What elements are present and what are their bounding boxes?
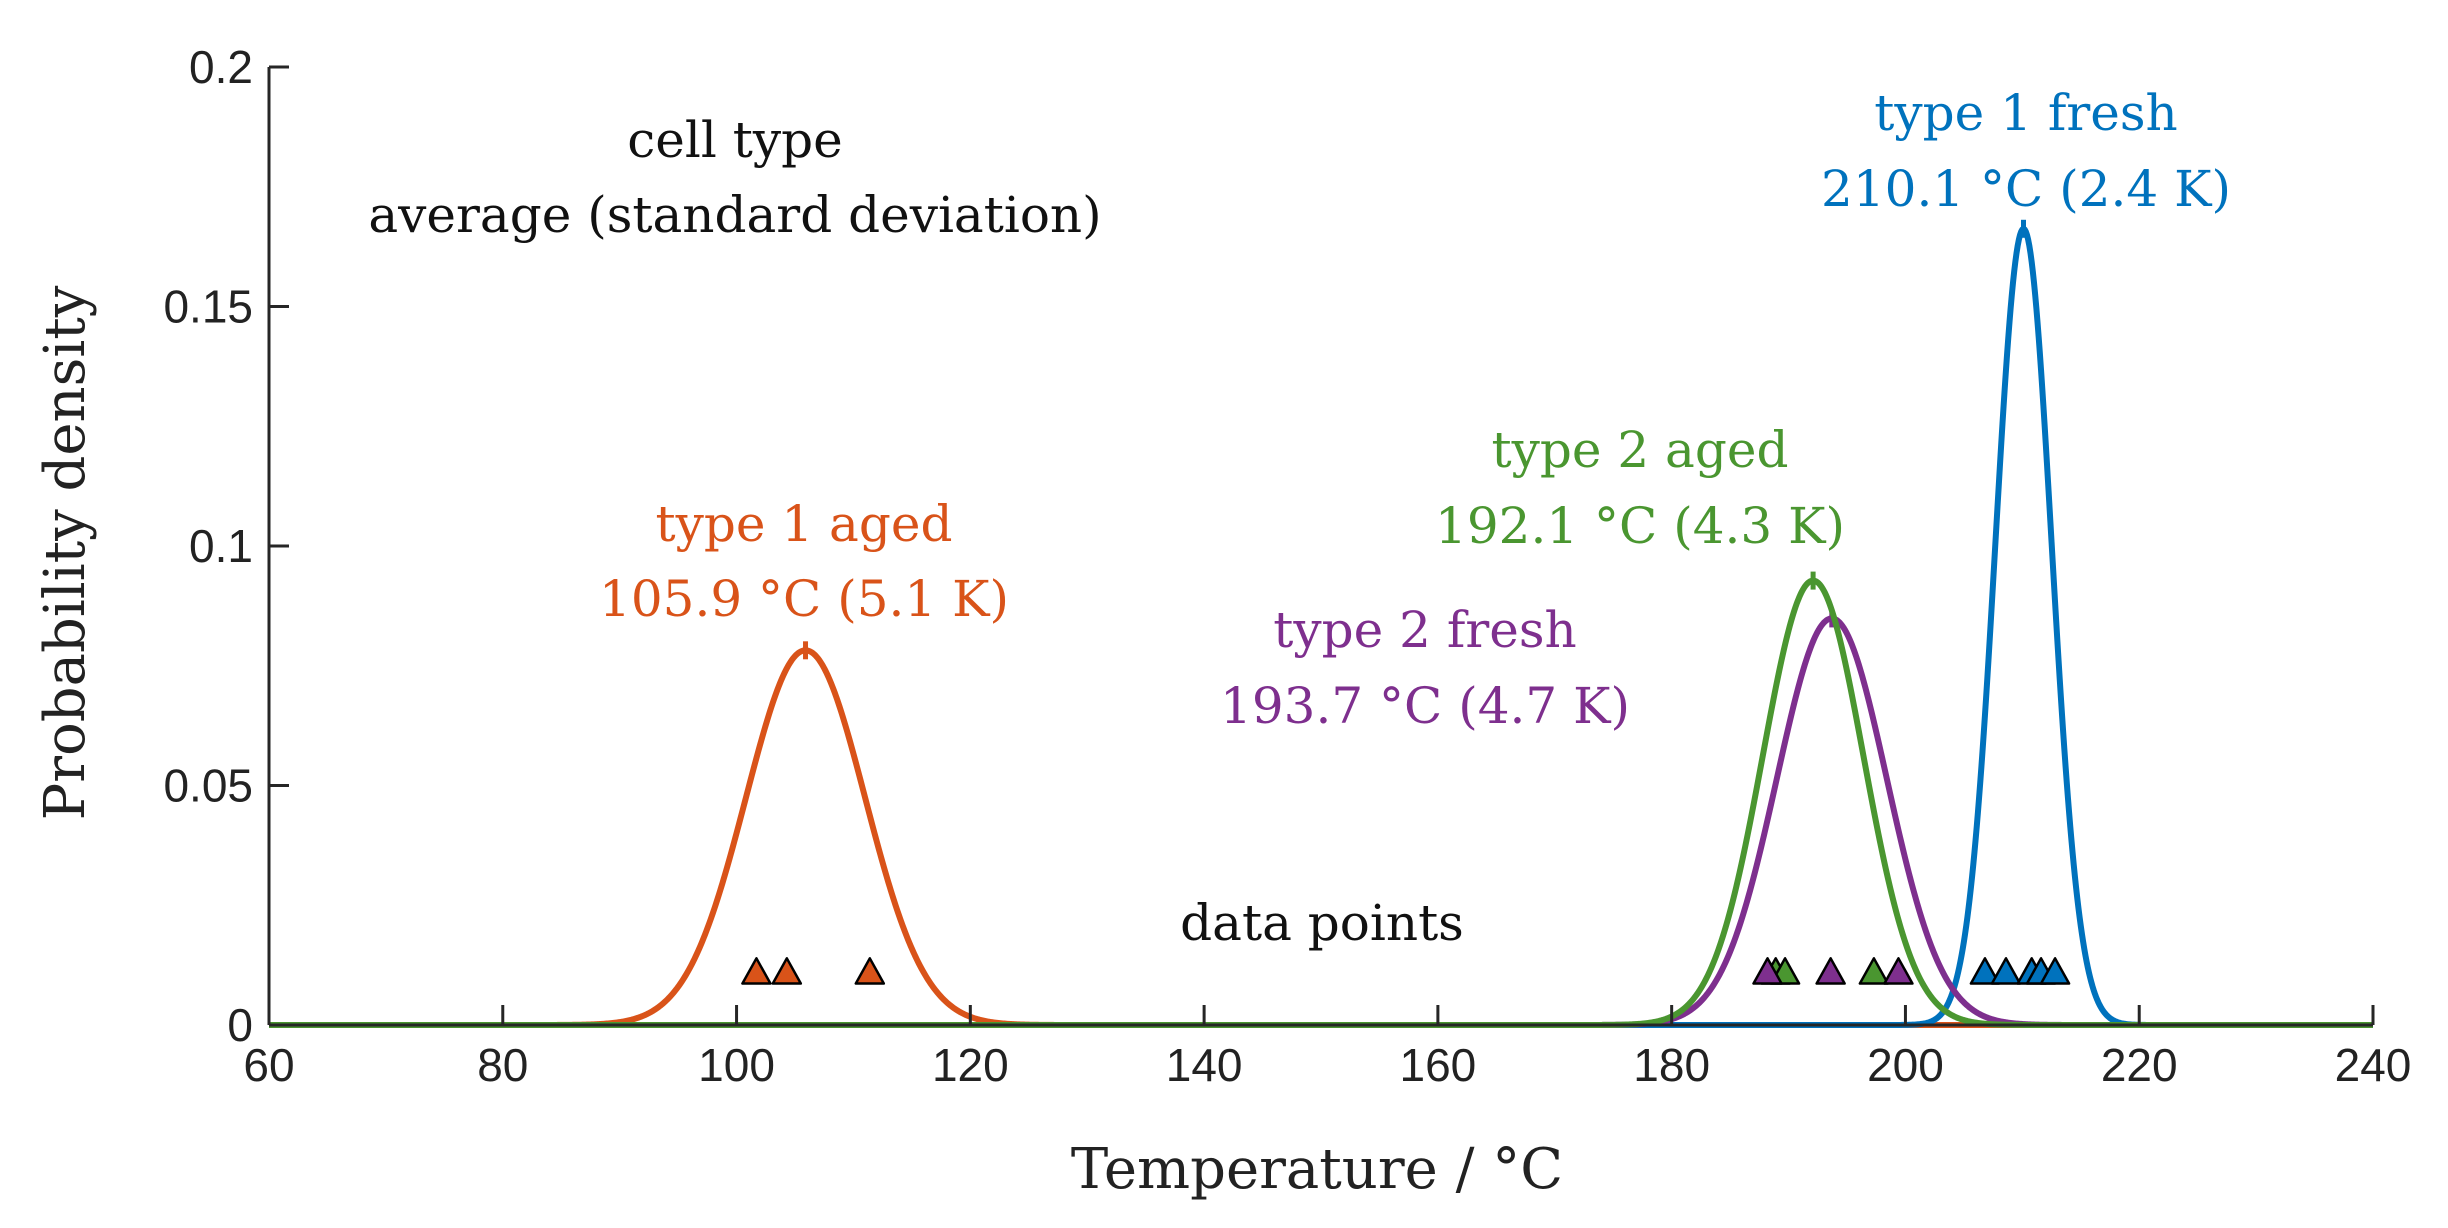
x-tick-label: 60 [243, 1039, 294, 1091]
series-label-type1-aged: type 1 aged 105.9 °C (5.1 K) [599, 495, 1009, 628]
x-tick-label: 80 [477, 1039, 528, 1091]
y-tick-label: 0.2 [189, 41, 253, 93]
data-point-type-1-fresh [1969, 957, 2001, 985]
data-point-type-2-fresh [1752, 957, 1783, 985]
data-point-type-1-aged [741, 957, 772, 985]
series-label-type2-fresh: type 2 fresh 193.7 °C (4.7 K) [1220, 601, 1630, 735]
data-point-type-1-fresh [2039, 957, 2071, 985]
data-point-type-1-aged [854, 957, 886, 985]
x-tick-label: 120 [932, 1039, 1009, 1091]
series-label-type2-fresh-stats: 193.7 °C (4.7 K) [1220, 677, 1630, 735]
data-points-label: data points [1180, 894, 1464, 952]
y-tick-label: 0 [227, 999, 253, 1051]
series-label-type1-fresh-stats: 210.1 °C (2.4 K) [1821, 160, 2231, 218]
series-label-type2-aged-name: type 2 aged [1492, 421, 1789, 479]
series-label-type1-aged-stats: 105.9 °C (5.1 K) [599, 570, 1009, 628]
data-point-markers [741, 957, 2071, 985]
x-tick-label: 220 [2101, 1039, 2178, 1091]
y-tick-label: 0.15 [163, 281, 253, 333]
legend-header-line1: cell type [627, 111, 842, 169]
y-tick-label: 0.1 [189, 520, 253, 572]
y-axis-label: Probability density [33, 285, 98, 820]
series-label-type2-aged-stats: 192.1 °C (4.3 K) [1435, 497, 1845, 555]
legend-header: cell type average (standard deviation) [368, 111, 1101, 244]
series-label-type2-aged: type 2 aged 192.1 °C (4.3 K) [1435, 421, 1845, 555]
data-point-type-2-fresh [1815, 957, 1846, 985]
x-tick-label: 100 [698, 1039, 775, 1091]
series-label-type1-fresh: type 1 fresh 210.1 °C (2.4 K) [1821, 84, 2231, 218]
x-tick-label: 200 [1867, 1039, 1944, 1091]
data-point-type-1-aged [771, 957, 803, 985]
y-ticks: 0 0.05 0.1 0.15 0.2 [163, 41, 289, 1051]
x-tick-label: 180 [1633, 1039, 1710, 1091]
legend-header-line2: average (standard deviation) [368, 186, 1101, 244]
x-tick-label: 140 [1166, 1039, 1243, 1091]
axes: 60 80 100 120 140 160 180 200 220 240 0 0.05 0.1 0.1… [163, 41, 2411, 1091]
series-label-type1-fresh-name: type 1 fresh [1874, 84, 2177, 142]
x-axis-label: Temperature / °C [1071, 1137, 1563, 1202]
data-point-type-1-fresh [1990, 957, 2022, 985]
x-tick-label: 240 [2335, 1039, 2412, 1091]
y-tick-label: 0.05 [163, 760, 253, 812]
series-label-type1-aged-name: type 1 aged [656, 495, 953, 553]
data-point-type-2-fresh [1883, 957, 1914, 985]
x-ticks: 60 80 100 120 140 160 180 200 220 240 [243, 1005, 2411, 1091]
data-point-type-2-aged [1858, 957, 1890, 985]
series-label-type2-fresh-name: type 2 fresh [1273, 601, 1576, 659]
x-tick-label: 160 [1400, 1039, 1477, 1091]
